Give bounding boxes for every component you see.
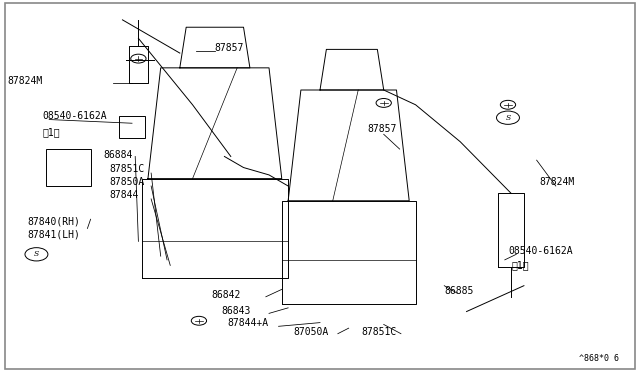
Text: 87844+A: 87844+A [228, 318, 269, 328]
Text: S: S [34, 250, 39, 258]
Text: 87841(LH): 87841(LH) [27, 230, 80, 240]
Text: 86843: 86843 [221, 306, 251, 316]
Text: （1）: （1） [43, 128, 60, 138]
Text: 87851C: 87851C [109, 164, 145, 174]
Bar [46, 149, 91, 186]
Text: 87824M: 87824M [8, 76, 43, 86]
Text: S: S [506, 114, 511, 122]
Text: 87851C: 87851C [362, 327, 397, 337]
Text: （1）: （1） [511, 260, 529, 270]
Text: 87844: 87844 [109, 190, 139, 200]
Text: 08540-6162A: 08540-6162A [508, 246, 573, 256]
Text: 86885: 86885 [444, 286, 474, 296]
Text: 87840(RH): 87840(RH) [27, 216, 80, 226]
Text: 87850A: 87850A [109, 177, 145, 187]
Text: 87050A: 87050A [293, 327, 328, 337]
Text: 86884: 86884 [103, 150, 132, 160]
Bar [119, 116, 145, 138]
Text: 87857: 87857 [215, 42, 244, 52]
Text: ^868*0 6: ^868*0 6 [579, 354, 620, 363]
Text: 87857: 87857 [368, 124, 397, 134]
Text: 87824M: 87824M [540, 177, 575, 187]
Text: 86842: 86842 [212, 290, 241, 300]
Text: 08540-6162A: 08540-6162A [43, 111, 108, 121]
